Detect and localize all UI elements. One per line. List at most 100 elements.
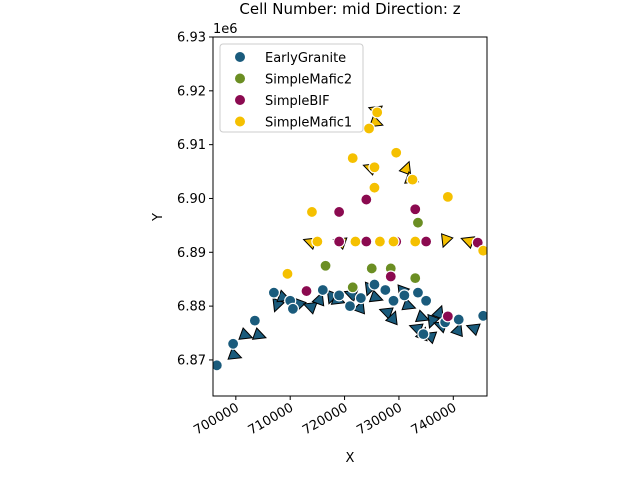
y-tick-label: 6.93 <box>177 31 206 46</box>
data-point <box>387 294 400 307</box>
grid-dot <box>311 400 313 402</box>
orientation-marker <box>227 347 243 360</box>
data-point <box>409 272 422 285</box>
grid-dot <box>322 400 324 402</box>
grid-dot <box>490 400 492 402</box>
legend: EarlyGranite SimpleMafic2 SimpleBIF SimpleM… <box>219 43 364 133</box>
data-points <box>213 106 487 372</box>
data-point <box>441 310 454 323</box>
data-point <box>409 203 422 216</box>
data-point <box>360 235 373 248</box>
orientation-marker <box>384 310 398 326</box>
legend-swatch <box>235 116 245 127</box>
grid-dot <box>430 400 432 402</box>
grid-dot <box>358 400 360 402</box>
data-point <box>333 235 346 248</box>
field-cell <box>353 396 366 405</box>
grid-dot <box>346 400 348 402</box>
orientation-marker <box>251 327 267 340</box>
field-cell <box>473 396 486 405</box>
legend-swatch <box>235 95 245 105</box>
data-point <box>305 205 319 219</box>
grid-dot <box>478 400 480 402</box>
legend-swatch <box>235 52 245 62</box>
field-cell <box>258 396 271 405</box>
data-point <box>281 267 294 280</box>
orientation-marker <box>398 160 412 176</box>
y-tick-label: 6.87 <box>177 353 206 368</box>
data-point <box>384 270 397 283</box>
data-point <box>333 289 346 302</box>
x-tick-label: 720000 <box>300 400 350 438</box>
orientation-marker <box>440 233 454 249</box>
data-point <box>371 106 384 119</box>
data-point <box>349 235 362 248</box>
field-cell <box>461 396 474 405</box>
legend-swatch <box>235 73 245 84</box>
data-point <box>300 284 313 298</box>
y-tick-label: 6.89 <box>177 246 206 261</box>
y-tick-label: 6.92 <box>177 84 206 99</box>
y-tick-label: 6.91 <box>177 138 206 153</box>
orientation-marker <box>450 322 463 338</box>
data-point <box>411 286 425 299</box>
field-cell <box>317 396 330 405</box>
field-cell <box>270 396 283 405</box>
y-axis-label: Y <box>151 213 166 222</box>
data-point <box>354 291 367 305</box>
x-tick-label: 710000 <box>246 400 296 438</box>
legend-label: SimpleBIF <box>265 94 330 109</box>
data-point <box>417 328 430 341</box>
data-point <box>406 173 419 186</box>
legend-label: SimpleMafic2 <box>265 73 352 88</box>
data-point <box>420 235 433 248</box>
y-axis-ticks: 6.87 6.88 6.89 6.90 6.91 6.92 6.93 <box>177 31 213 368</box>
data-point <box>390 146 403 159</box>
data-point <box>362 122 376 135</box>
orientation-marker <box>414 309 431 323</box>
data-point <box>248 314 261 327</box>
legend-label: SimpleMafic1 <box>265 116 352 131</box>
grid-dot <box>418 400 420 402</box>
data-point <box>319 259 332 272</box>
plot-frame <box>212 36 488 397</box>
field-cell <box>293 396 306 405</box>
data-point <box>333 205 346 219</box>
data-point <box>411 216 425 229</box>
data-point <box>286 302 300 315</box>
data-point <box>452 313 465 326</box>
y-axis-offset-label: 1e6 <box>213 22 238 37</box>
data-point <box>477 309 487 322</box>
data-point <box>373 235 387 248</box>
field-cell <box>485 396 498 405</box>
grid-dot <box>299 400 301 402</box>
field-cell <box>413 396 426 405</box>
orientation-marker <box>465 323 481 337</box>
data-point <box>368 181 381 194</box>
grid-dot <box>406 400 408 402</box>
x-tick-label: 730000 <box>354 400 404 438</box>
y-tick-label: 6.90 <box>177 192 206 207</box>
data-point <box>420 294 433 307</box>
chart-title: Cell Number: mid Direction: z <box>239 0 460 18</box>
field-cell <box>401 396 414 405</box>
grid-dot <box>370 400 372 402</box>
field-cell <box>305 396 318 405</box>
background-grid-dots <box>263 400 492 402</box>
grid-dot <box>334 400 336 402</box>
y-tick-label: 6.88 <box>177 300 206 315</box>
data-point <box>316 283 329 297</box>
grid-dot <box>382 400 384 402</box>
data-point <box>227 337 240 350</box>
data-point <box>379 283 392 297</box>
grid-dot <box>263 400 265 402</box>
data-point <box>213 359 223 372</box>
orientation-marker <box>238 327 254 340</box>
data-point <box>346 281 359 294</box>
data-point <box>387 235 400 248</box>
data-point <box>365 262 378 275</box>
grid-dot <box>454 400 456 402</box>
x-axis-label: X <box>346 451 355 466</box>
data-point <box>441 190 454 203</box>
